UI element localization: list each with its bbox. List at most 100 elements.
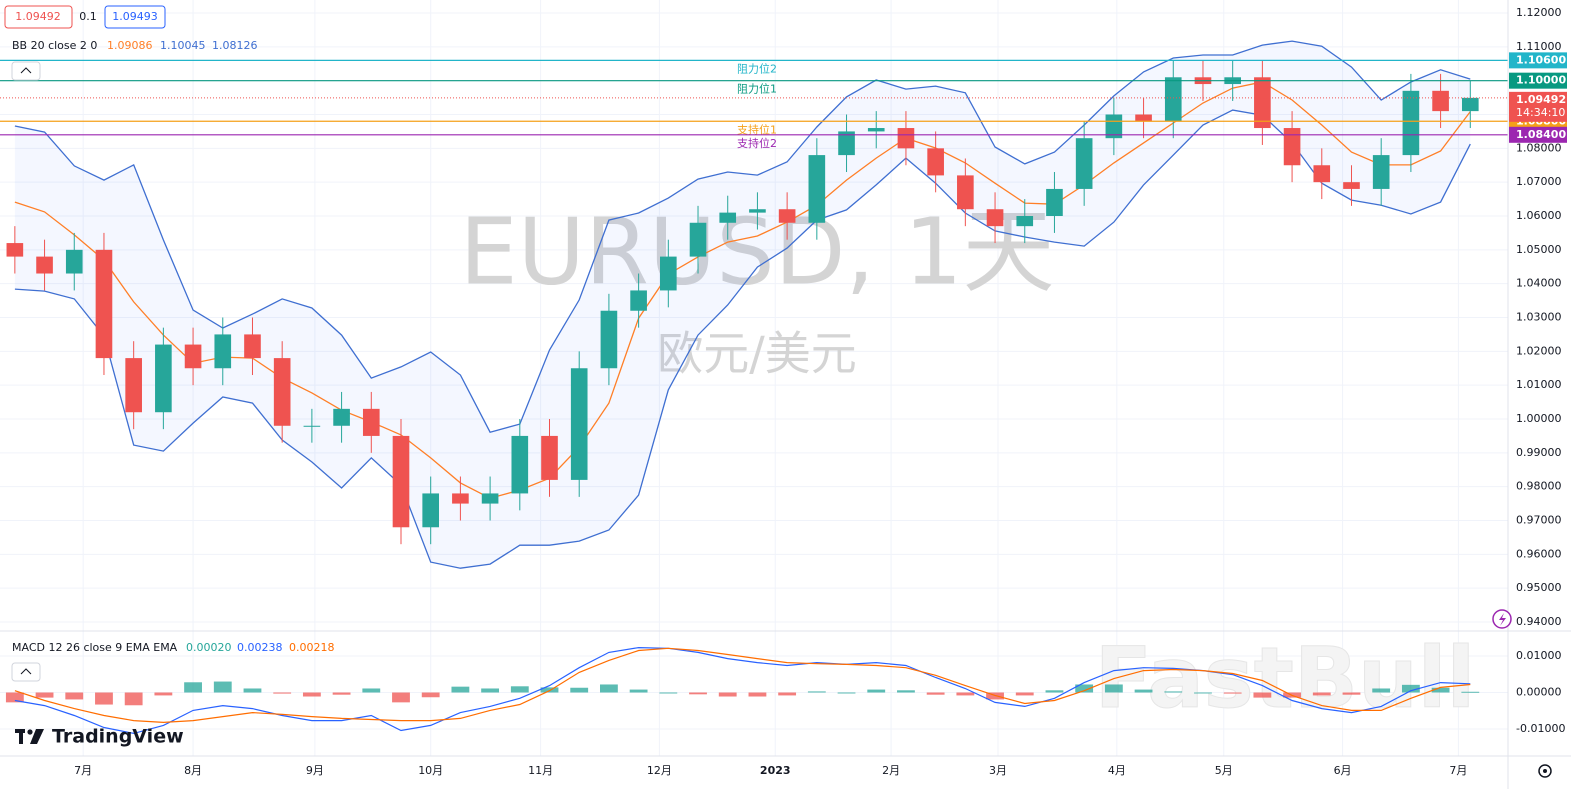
macd-histogram-bar	[1104, 684, 1123, 693]
macd-line	[14, 647, 1471, 724]
level-tag	[1509, 72, 1567, 89]
candle-body	[570, 368, 588, 480]
candle-body	[65, 249, 83, 274]
candle-body	[1432, 90, 1449, 112]
candle-body	[808, 155, 826, 223]
candle-body	[1254, 77, 1271, 129]
bb-legend: BB 20 close 2 0	[12, 39, 97, 52]
candle-body	[600, 310, 618, 369]
candle-body	[1164, 77, 1182, 122]
macd-histogram-bar	[1194, 692, 1212, 694]
y-tick-label: 1.03000	[1516, 311, 1562, 324]
alert-bolt[interactable]	[1499, 613, 1506, 626]
collapse-icon[interactable]	[20, 668, 32, 675]
level-tag-label: 1.10600	[1516, 53, 1566, 66]
y-tick-label: 0.96000	[1516, 547, 1562, 560]
candle-body	[1135, 114, 1152, 122]
macd-histogram-bar	[392, 692, 410, 703]
macd-histogram-bar	[600, 684, 618, 693]
logo-mark	[19, 729, 23, 744]
band-fill	[14, 41, 1471, 569]
x-tick-label: 8月	[184, 764, 202, 777]
macd-histogram-bar	[1223, 692, 1242, 694]
y-tick-label: 1.12000	[1516, 6, 1562, 19]
macd-histogram-bar	[421, 692, 440, 698]
macd-histogram-bar	[926, 692, 945, 695]
sell-box[interactable]	[4, 5, 73, 29]
candle-body	[1283, 128, 1301, 166]
macd-histogram-bar	[748, 692, 767, 697]
candle-body	[1016, 216, 1034, 227]
macd-histogram-bar	[154, 692, 173, 696]
macd-histogram-bar	[332, 692, 351, 695]
candle-body	[244, 334, 261, 359]
macd-histogram-bar	[35, 692, 54, 698]
x-tick-label: 11月	[528, 764, 553, 777]
candle-body	[838, 131, 855, 156]
macd-histogram-bar	[1075, 684, 1094, 693]
candle-body	[125, 358, 142, 413]
price-countdown: 14:34:10	[1516, 106, 1565, 119]
macd-histogram-bar	[1253, 692, 1272, 698]
macd-histogram-bar	[273, 692, 292, 694]
buy-box[interactable]	[104, 5, 166, 29]
candle-body	[392, 435, 410, 528]
x-tick-label: 2023	[760, 764, 791, 777]
y-tick-label: 0.94000	[1516, 615, 1562, 628]
macd-histogram-bar	[629, 689, 648, 693]
y-tick-label: 1.06000	[1516, 209, 1562, 222]
collapse-button[interactable]	[11, 61, 41, 81]
macd-histogram-bar	[65, 692, 84, 700]
x-tick-label: 12月	[647, 764, 672, 777]
y-tick-label: 0.00000	[1516, 686, 1562, 699]
macd-histogram-bar	[689, 692, 707, 695]
band-line	[14, 81, 1471, 499]
candle-body	[422, 493, 440, 528]
spread: 0.1	[79, 10, 97, 23]
macd-line	[14, 646, 1471, 735]
y-tick-label: 1.02000	[1516, 344, 1562, 357]
macd-histogram-bar	[243, 688, 262, 693]
macd-histogram-bar	[807, 691, 826, 693]
collapse-button[interactable]	[11, 662, 41, 682]
macd-histogram-bar	[481, 688, 500, 693]
y-tick-label: 0.99000	[1516, 446, 1562, 459]
bb-readout: 1.09086	[107, 39, 153, 52]
macd-histogram-bar	[1401, 684, 1420, 693]
tradingview-logo[interactable]: TradingView	[15, 726, 184, 748]
candle-body	[778, 209, 796, 223]
macd-histogram-bar	[302, 692, 321, 697]
buy-price[interactable]: 1.09493	[112, 10, 158, 23]
candle-body	[897, 128, 915, 149]
macd-histogram-bar	[5, 692, 24, 703]
y-tick-label: 0.97000	[1516, 514, 1562, 527]
candle-body	[986, 209, 1004, 227]
bb-readout: 1.08126	[212, 39, 258, 52]
y-tick-label: 1.04000	[1516, 277, 1562, 290]
settings-icon[interactable]	[1538, 764, 1552, 778]
macd-histogram-bar	[659, 692, 678, 694]
macd-histogram-bar	[718, 692, 737, 697]
settings-icon-center[interactable]	[1543, 769, 1547, 773]
y-tick-label: 1.11000	[1516, 40, 1562, 53]
macd-histogram-bar	[184, 682, 202, 693]
candle-body	[333, 408, 350, 426]
level-name: 阻力位2	[737, 61, 777, 75]
y-tick-label: 1.01000	[1516, 378, 1562, 391]
symbol-description: 欧元/美元	[657, 327, 857, 381]
macd-histogram-bar	[124, 692, 143, 706]
x-tick-label: 7月	[1449, 764, 1467, 777]
candle-body	[1075, 138, 1093, 189]
candle-body	[689, 222, 707, 257]
collapse-icon[interactable]	[20, 67, 32, 74]
candle-body	[481, 493, 499, 504]
sell-price[interactable]: 1.09492	[15, 10, 61, 23]
candle-body	[452, 493, 469, 504]
y-tick-label: 1.05000	[1516, 243, 1562, 256]
candle-body	[749, 209, 766, 213]
candle-body	[957, 175, 974, 210]
logo-mark	[27, 729, 33, 735]
macd-histogram-bar	[510, 686, 529, 693]
candle-body	[36, 256, 53, 274]
